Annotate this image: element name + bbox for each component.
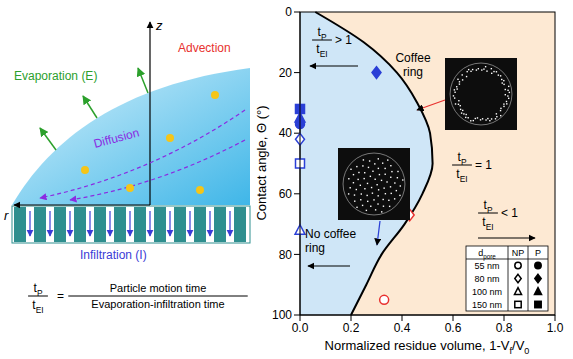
svg-text:100: 100 — [272, 308, 292, 322]
svg-text:0.8: 0.8 — [496, 321, 513, 335]
svg-text:< 1: < 1 — [501, 206, 518, 220]
svg-text:P: P — [535, 248, 541, 258]
svg-text:0.2: 0.2 — [343, 321, 360, 335]
svg-text:Diffusion: Diffusion — [92, 125, 141, 151]
svg-text:> 1: > 1 — [335, 33, 352, 47]
svg-text:80: 80 — [279, 248, 293, 262]
svg-text:Infiltration (I): Infiltration (I) — [80, 248, 147, 262]
svg-text:r: r — [4, 208, 9, 223]
svg-text:100 nm: 100 nm — [472, 287, 502, 297]
svg-text:tP: tP — [458, 150, 467, 167]
svg-text:tEI: tEI — [482, 215, 493, 232]
svg-text:Coffee: Coffee — [395, 51, 430, 65]
svg-text:=: = — [57, 289, 64, 303]
svg-text:Particle motion time: Particle motion time — [110, 282, 207, 294]
svg-text:Evaporation-infiltration time: Evaporation-infiltration time — [91, 298, 224, 310]
svg-text:80 nm: 80 nm — [474, 274, 499, 284]
svg-text:55 nm: 55 nm — [474, 261, 499, 271]
svg-text:tP: tP — [318, 25, 327, 42]
svg-text:60: 60 — [279, 187, 293, 201]
svg-text:dpore: dpore — [478, 248, 496, 261]
svg-text:20: 20 — [279, 66, 293, 80]
svg-text:0: 0 — [285, 5, 292, 19]
svg-text:40: 40 — [279, 126, 293, 140]
svg-text:ring: ring — [305, 241, 325, 255]
svg-text:tEI: tEI — [316, 42, 327, 59]
svg-text:1.0: 1.0 — [547, 321, 564, 335]
svg-text:Evaporation (E): Evaporation (E) — [14, 69, 97, 83]
svg-text:NP: NP — [512, 248, 525, 258]
svg-text:0.0: 0.0 — [292, 321, 309, 335]
svg-text:= 1: = 1 — [475, 158, 492, 172]
svg-text:tEI: tEI — [456, 167, 467, 184]
svg-text:z: z — [155, 18, 163, 33]
svg-text:tEI: tEI — [32, 298, 43, 315]
svg-text:0.4: 0.4 — [394, 321, 411, 335]
svg-text:Normalized residue volume, 1-V: Normalized residue volume, 1-Vf/V0 — [325, 338, 530, 356]
svg-text:ring: ring — [403, 65, 423, 79]
svg-text:0.6: 0.6 — [445, 321, 462, 335]
svg-text:tP: tP — [484, 198, 493, 215]
svg-text:150 nm: 150 nm — [472, 300, 502, 310]
svg-text:Contact angle, Θ (°): Contact angle, Θ (°) — [254, 105, 269, 220]
svg-text:tP: tP — [34, 281, 43, 298]
svg-text:No coffee: No coffee — [305, 227, 356, 241]
svg-text:Advection: Advection — [178, 41, 231, 55]
